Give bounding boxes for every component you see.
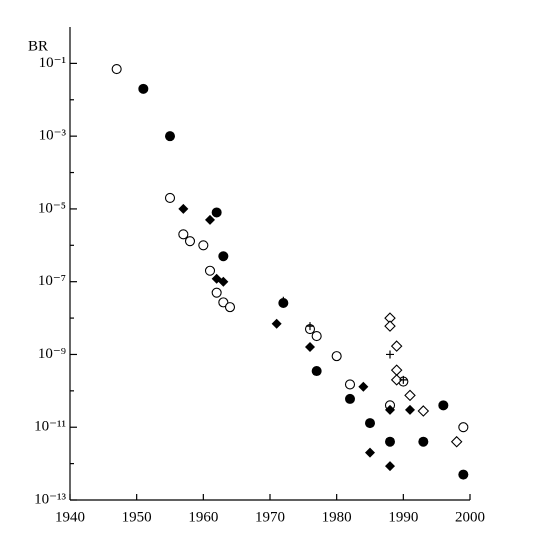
y-tick-label: 10⁻⁵: [38, 200, 66, 216]
point: [386, 350, 394, 359]
x-tick-label: 1990: [388, 509, 418, 525]
point: [458, 422, 469, 433]
point: [331, 351, 342, 362]
point: [458, 469, 469, 480]
point: [111, 63, 122, 75]
point: [438, 400, 449, 411]
y-tick-label: 10⁻¹¹: [34, 419, 66, 435]
point: [418, 436, 429, 447]
x-tick-label: 1960: [188, 509, 218, 525]
point: [390, 340, 403, 352]
point: [178, 229, 189, 240]
x-tick-label: 1950: [122, 509, 152, 525]
point: [399, 375, 408, 384]
point: [365, 418, 375, 429]
point: [279, 296, 288, 305]
point: [211, 287, 222, 298]
point: [417, 405, 430, 417]
point: [385, 404, 395, 415]
point: [450, 435, 463, 448]
point: [165, 131, 175, 142]
point: [305, 342, 315, 353]
point: [404, 389, 416, 402]
point: [390, 364, 403, 376]
x-tick-label: 1980: [322, 509, 352, 525]
point: [164, 192, 176, 204]
point: [198, 240, 209, 251]
y-tick-label: 10⁻¹: [39, 55, 66, 71]
point: [306, 322, 314, 331]
point: [218, 251, 229, 262]
point: [311, 331, 322, 342]
x-tick-label: 1970: [255, 509, 285, 525]
point: [405, 404, 415, 415]
point: [138, 83, 149, 94]
x-tick-label: 2000: [455, 509, 485, 525]
point: [385, 461, 395, 472]
y-tick-label: 10⁻⁹: [38, 346, 66, 362]
point: [224, 302, 236, 313]
point: [344, 379, 356, 390]
x-tick-label: 1940: [55, 509, 85, 525]
point: [385, 436, 395, 447]
point: [218, 276, 229, 287]
y-tick-label: 10⁻¹³: [34, 491, 66, 507]
point: [271, 318, 282, 329]
point: [390, 374, 403, 386]
y-tick-label: 10⁻⁷: [38, 273, 66, 289]
point: [211, 207, 222, 218]
point: [205, 214, 215, 225]
point: [184, 236, 196, 247]
point: [358, 381, 369, 392]
y-axis-label: BR: [28, 38, 48, 54]
point: [311, 366, 322, 377]
point: [345, 393, 355, 404]
point: [218, 297, 229, 308]
point: [384, 320, 396, 332]
point: [178, 203, 189, 214]
point: [365, 447, 375, 458]
point: [204, 265, 216, 276]
y-tick-label: 10⁻³: [39, 128, 67, 144]
